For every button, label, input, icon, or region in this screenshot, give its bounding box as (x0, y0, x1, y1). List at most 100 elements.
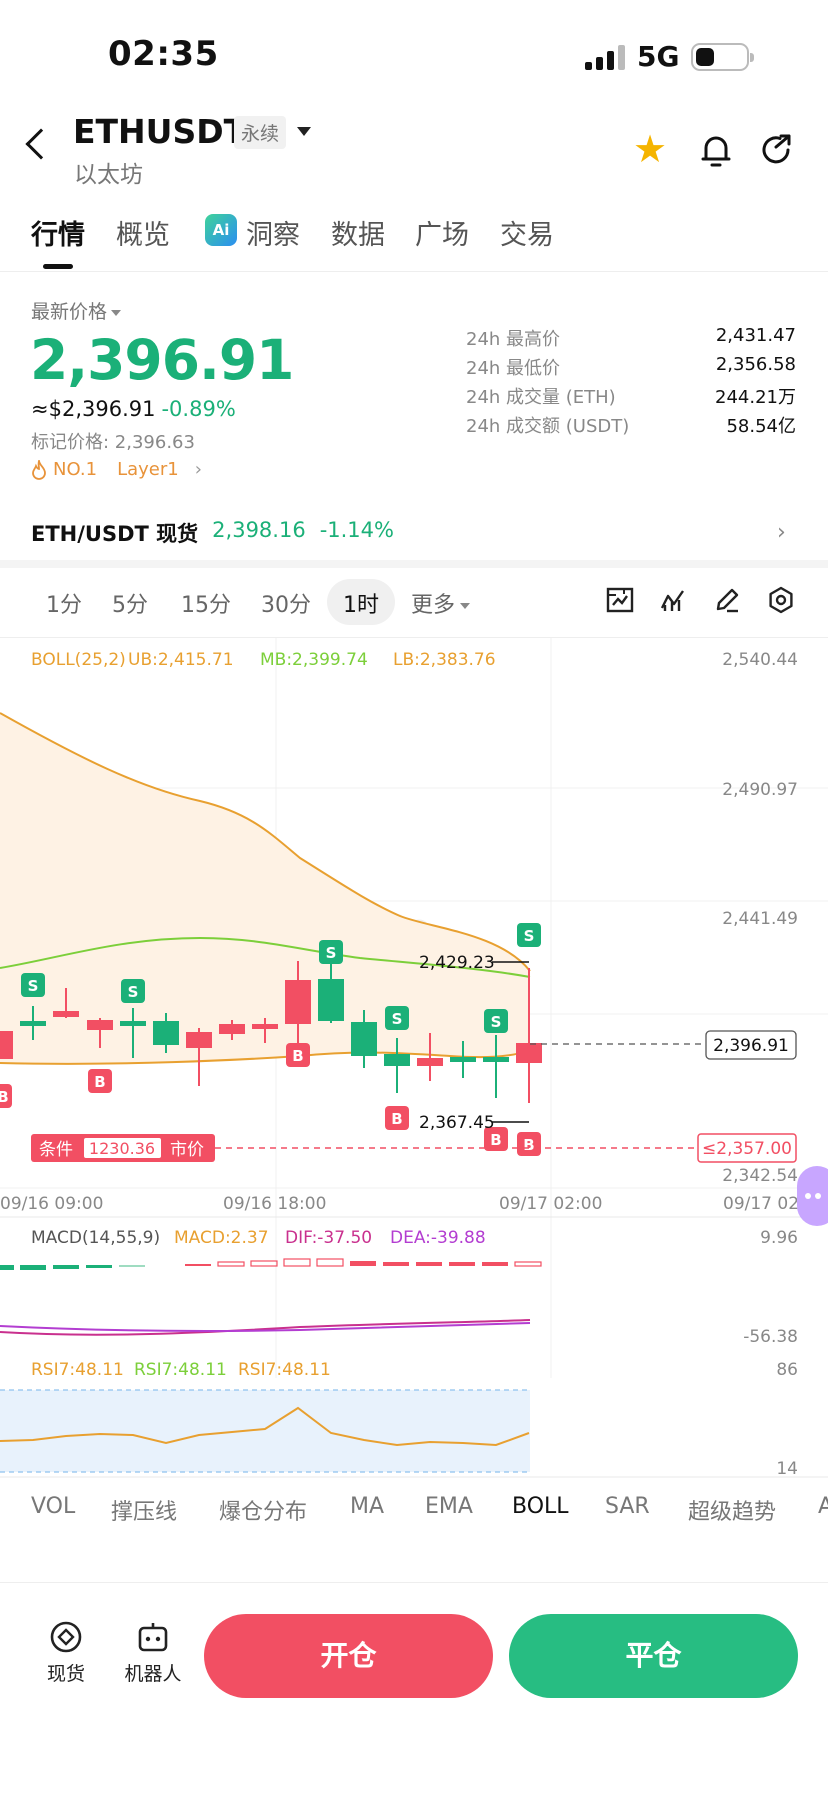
tab-active-indicator (43, 264, 73, 269)
floating-assistant-icon[interactable] (797, 1166, 828, 1226)
indicator-sar[interactable]: SAR (605, 1494, 650, 1519)
indicator-icon[interactable] (659, 586, 687, 614)
svg-text:B: B (490, 1131, 501, 1149)
timeframe-1m[interactable]: 1分 (46, 593, 82, 618)
rsi-a: RSI7:48.11 (31, 1360, 124, 1380)
rsi-b: RSI7:48.11 (134, 1360, 227, 1380)
battery-icon (691, 42, 755, 71)
indicator-liquidation[interactable]: 爆仓分布 (219, 1500, 308, 1525)
candlestick-chart[interactable]: Gate S S S S (0, 638, 828, 1495)
y-tick: 2,540.44 (722, 650, 798, 670)
boll-lb: LB:2,383.76 (393, 650, 496, 670)
y-tick: 2,441.49 (722, 909, 798, 929)
sell-signal: S (121, 979, 145, 1003)
bell-icon[interactable] (700, 133, 732, 169)
candles (0, 958, 542, 1103)
spot-name: ETH/USDT 现货 (31, 522, 199, 546)
macd-axis-top: 9.96 (760, 1228, 798, 1248)
timeframe-15m[interactable]: 15分 (181, 593, 231, 618)
conditional-order-tag[interactable]: 条件 1230.36 市价 (31, 1134, 215, 1162)
network-label: 5G (637, 40, 680, 73)
chevron-right-icon: › (194, 459, 202, 480)
tab-data[interactable]: 数据 (331, 220, 385, 251)
symbol-dropdown-icon[interactable] (297, 127, 311, 136)
macd-dea: DEA:-39.88 (390, 1228, 486, 1248)
indicator-vol[interactable]: VOL (31, 1494, 76, 1519)
usd-price: ≈$2,396.91 -0.89% (31, 397, 236, 421)
svg-text:1230.36: 1230.36 (89, 1139, 155, 1158)
buy-signal: B (517, 1132, 541, 1156)
share-icon[interactable] (760, 133, 794, 167)
fire-icon (32, 459, 46, 480)
open-position-button[interactable]: 开仓 (204, 1614, 493, 1698)
price-change: -0.89% (161, 397, 236, 421)
bot-button[interactable]: 机器人 (121, 1620, 185, 1686)
boll-mb: MB:2,399.74 (260, 650, 368, 670)
symbol-title[interactable]: ETHUSDT (73, 112, 247, 151)
symbol-subtitle: 以太坊 (74, 162, 143, 188)
tab-insight[interactable]: 洞察 (246, 220, 300, 251)
svg-text:S: S (491, 1013, 502, 1031)
buy-signal: B (385, 1106, 409, 1130)
price-type-selector[interactable]: 最新价格 (31, 297, 122, 324)
macd-axis-bottom: -56.38 (743, 1327, 798, 1347)
indicator-boll[interactable]: BOLL (512, 1494, 569, 1519)
tab-overview[interactable]: 概览 (116, 220, 170, 251)
dropdown-icon (460, 603, 471, 609)
indicator-support-resistance[interactable]: 撑压线 (111, 1500, 178, 1525)
draw-pen-icon[interactable] (713, 586, 741, 614)
status-indicators: 5G (585, 40, 755, 73)
dropdown-icon (111, 309, 122, 316)
spot-row[interactable]: ETH/USDT 现货 2,398.16 -1.14% (31, 518, 394, 548)
chart-type-icon[interactable] (606, 586, 634, 614)
robot-icon (138, 1623, 168, 1652)
indicator-supertrend[interactable]: 超级趋势 (688, 1500, 777, 1525)
settings-icon[interactable] (767, 586, 795, 614)
section-divider (0, 560, 828, 568)
svg-text:B: B (391, 1110, 402, 1128)
stat-row: 24h 成交额 (USDT) 58.54亿 (466, 416, 796, 437)
back-icon[interactable] (25, 128, 57, 160)
svg-text:市价: 市价 (170, 1140, 204, 1160)
low-marker: 2,367.45 (419, 1113, 495, 1133)
spot-price: 2,398.16 (212, 518, 306, 542)
y-tick: 2,342.54 (722, 1166, 798, 1186)
svg-text:B: B (523, 1136, 534, 1154)
x-tick: 09/16 09:00 (0, 1194, 103, 1214)
timeframe-5m[interactable]: 5分 (112, 593, 148, 618)
svg-text:B: B (94, 1073, 105, 1091)
tab-square[interactable]: 广场 (415, 220, 469, 251)
spot-icon (50, 1621, 82, 1653)
indicator-more[interactable]: A (818, 1494, 828, 1519)
timeframe-30m[interactable]: 30分 (261, 593, 311, 618)
status-time: 02:35 (108, 34, 219, 74)
favorite-star-icon[interactable]: ★ (633, 127, 668, 171)
last-price: 2,396.91 (30, 328, 294, 392)
tab-trade[interactable]: 交易 (500, 220, 554, 251)
boll-legend-label: BOLL(25,2) (31, 650, 126, 670)
sell-signal: S (517, 923, 541, 947)
macd-dif-line (0, 1319, 531, 1336)
timeframe-1h[interactable]: 1时 (343, 593, 379, 618)
close-position-button[interactable]: 平仓 (509, 1614, 798, 1698)
chevron-right-icon[interactable]: › (777, 520, 786, 545)
svg-text:B: B (292, 1047, 303, 1065)
indicator-ema[interactable]: EMA (425, 1494, 473, 1519)
spot-label: 现货 (46, 1663, 85, 1685)
rsi-line (0, 1406, 530, 1447)
sell-signal: S (484, 1009, 508, 1033)
spot-button[interactable]: 现货 (41, 1620, 91, 1686)
signal-icon (585, 44, 625, 70)
bot-label: 机器人 (124, 1663, 182, 1685)
svg-text:S: S (392, 1010, 403, 1028)
current-price-label: 2,396.91 (713, 1036, 789, 1056)
sell-signal: S (319, 940, 343, 964)
rank-row[interactable]: NO.1 Layer1 › (31, 459, 202, 480)
timeframe-bar: 1分 5分 15分 30分 1时 更多 (0, 579, 828, 625)
macd-dif: DIF:-37.50 (285, 1228, 372, 1248)
timeframe-more[interactable]: 更多 (411, 587, 471, 619)
spot-change: -1.14% (319, 518, 394, 542)
indicator-ma[interactable]: MA (350, 1494, 385, 1519)
tab-market[interactable]: 行情 (31, 220, 85, 251)
boll-lower-line (0, 1049, 531, 1065)
